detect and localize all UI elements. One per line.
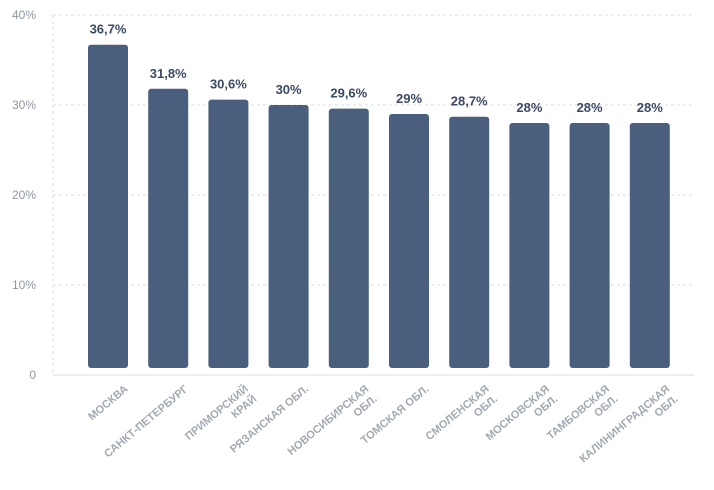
y-axis: 0 10% 20% 30% 40%	[12, 8, 54, 382]
x-tick-label-line: МОСКВА	[86, 383, 130, 423]
y-tick-label: 10%	[12, 278, 36, 292]
bar	[328, 108, 369, 368]
data-label: 36,7%	[90, 22, 127, 37]
y-tick-label: 30%	[12, 98, 36, 112]
bar	[148, 88, 189, 369]
bar	[389, 114, 429, 368]
data-label: 31,8%	[150, 66, 187, 81]
y-tick-label: 0	[29, 368, 36, 382]
data-label: 28%	[577, 100, 603, 115]
bar	[449, 116, 490, 368]
bar	[569, 123, 610, 368]
data-label: 28%	[516, 100, 542, 115]
data-label: 30%	[276, 82, 302, 97]
bars	[88, 44, 670, 369]
bar	[268, 105, 309, 368]
bar	[509, 123, 550, 368]
y-tick-label: 20%	[12, 188, 36, 202]
x-axis: МОСКВАСАНКТ-ПЕТЕРБУРГПРИМОРСКИЙКРАЙРЯЗАН…	[53, 374, 694, 465]
bar	[88, 44, 128, 368]
data-label: 30,6%	[210, 77, 247, 92]
y-tick-label: 40%	[12, 8, 36, 22]
bar	[208, 99, 249, 368]
data-label: 29%	[396, 91, 422, 106]
data-labels: 36,7% 31,8% 30,6% 30% 29,6% 29% 28,7% 28% 28% 28%	[90, 22, 664, 115]
data-label: 29,6%	[330, 86, 367, 101]
data-label: 28%	[637, 100, 663, 115]
x-tick-label: МОСКВА	[86, 383, 130, 423]
bar	[629, 123, 670, 368]
data-label: 28,7%	[451, 94, 488, 109]
